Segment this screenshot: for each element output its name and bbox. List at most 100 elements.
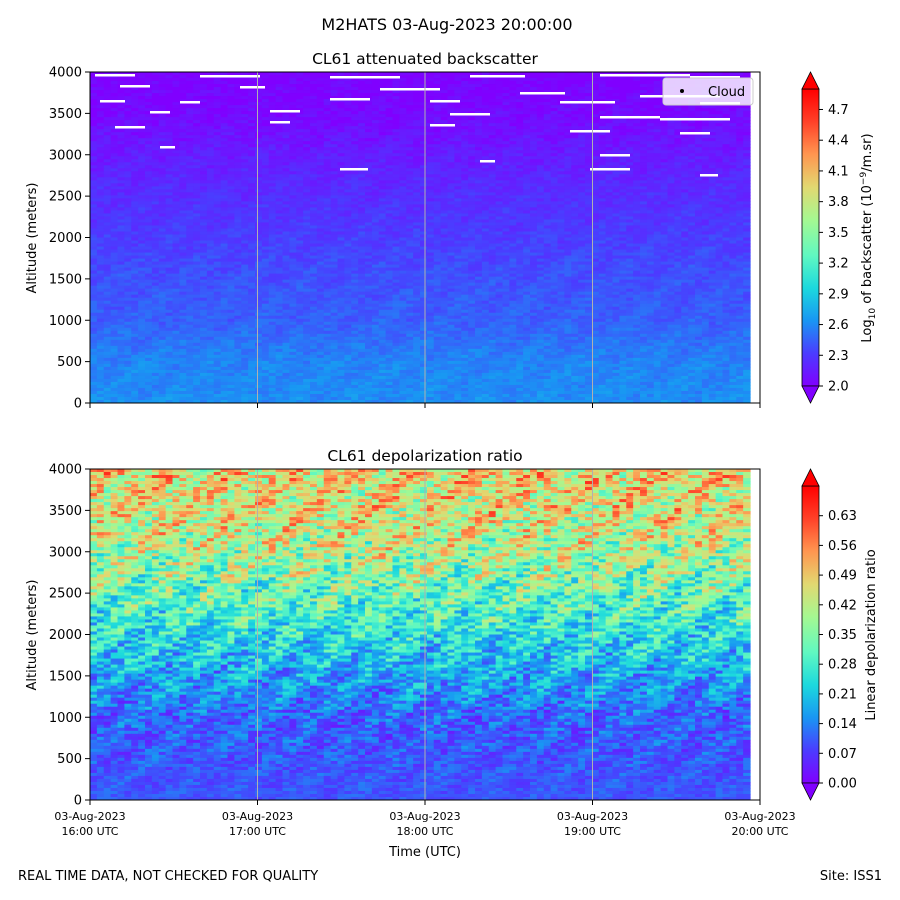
heatmap-cell [701,183,710,187]
heatmap-cell [715,120,724,124]
heatmap-cell [578,210,586,215]
heatmap-cell [461,129,469,133]
heatmap-cell [117,93,125,97]
heatmap-cell [385,120,394,124]
heatmap-cell [282,90,290,94]
heatmap-cell [206,174,215,178]
heatmap-cell [598,72,607,76]
heatmap-cell [509,180,517,184]
heatmap-cell [289,198,297,202]
heatmap-cell [310,171,318,175]
heatmap-cell [255,105,263,109]
heatmap-cell [344,129,352,133]
heatmap-cell [598,75,607,79]
heatmap-cell [296,207,304,212]
heatmap-cell [557,111,565,115]
heatmap-cell [619,186,627,190]
heatmap-cell [646,93,655,97]
heatmap-cell [261,216,270,221]
heatmap-cell [296,180,304,184]
heatmap-cell [344,105,352,109]
heatmap-cell [530,135,538,139]
heatmap-cell [392,123,400,127]
heatmap-cell [461,204,469,209]
heatmap-cell [502,141,510,145]
heatmap-cell [145,96,153,100]
heatmap-cell [681,141,689,145]
heatmap-cell [564,150,572,154]
heatmap-cell [131,90,139,94]
heatmap-cell [578,105,586,109]
heatmap-cell [406,111,414,115]
heatmap-cell [241,117,249,121]
heatmap-cell [227,195,235,199]
heatmap-cell [543,186,552,190]
heatmap-cell [151,120,160,124]
heatmap-cell [220,159,229,163]
heatmap-cell [550,186,559,190]
heatmap-cell [241,198,249,202]
heatmap-cell [502,162,510,166]
heatmap-cell [736,165,744,169]
heatmap-cell [536,120,545,124]
heatmap-cell [344,171,352,175]
heatmap-cell [729,213,737,218]
heatmap-cell [413,216,421,221]
heatmap-cell [365,135,373,139]
heatmap-cell [605,81,614,85]
heatmap-cell [392,150,400,154]
heatmap-cell [406,156,414,160]
heatmap-cell [447,153,455,157]
heatmap-cell [296,222,304,227]
heatmap-cell [536,90,545,94]
heatmap-cell [179,150,187,154]
heatmap-cell [337,81,345,85]
heatmap-cell [138,210,146,215]
heatmap-cell [158,126,167,130]
heatmap-cell [323,180,332,184]
heatmap-cell [633,90,641,94]
heatmap-cell [420,126,428,130]
heatmap-cell [447,165,455,169]
heatmap-cell [248,93,256,97]
heatmap-cell [516,102,524,106]
heatmap-cell [371,210,380,215]
heatmap-cell [468,141,476,145]
heatmap-cell [172,102,180,106]
heatmap-cell [543,141,552,145]
heatmap-cell [165,102,174,106]
heatmap-cell [310,225,318,230]
heatmap-cell [481,165,490,169]
heatmap-cell [488,129,497,133]
heatmap-cell [358,189,366,193]
heatmap-cell [103,180,112,184]
heatmap-cell [633,96,641,100]
heatmap-cell [296,216,304,221]
heatmap-cell [653,174,662,178]
heatmap-cell [90,168,98,172]
heatmap-cell [296,201,304,205]
heatmap-cell [200,210,208,215]
heatmap-cell [392,93,400,97]
heatmap-cell [165,84,174,88]
heatmap-cell [612,78,620,82]
heatmap-cell [96,126,105,130]
heatmap-cell [337,198,345,202]
heatmap-cell [220,141,229,145]
heatmap-cell [241,138,249,142]
heatmap-cell [282,219,290,224]
heatmap-cell [399,225,407,230]
heatmap-cell [633,111,641,115]
heatmap-cell [557,186,565,190]
heatmap-cell [454,123,462,127]
heatmap-cell [475,177,483,181]
heatmap-cell [275,81,284,85]
heatmap-cell [268,186,277,190]
heatmap-cell [509,186,517,190]
heatmap-cell [227,117,235,121]
heatmap-cell [248,210,256,215]
heatmap-cell [626,87,634,91]
heatmap-cell [275,180,284,184]
heatmap-cell [138,81,146,85]
heatmap-cell [585,183,593,187]
